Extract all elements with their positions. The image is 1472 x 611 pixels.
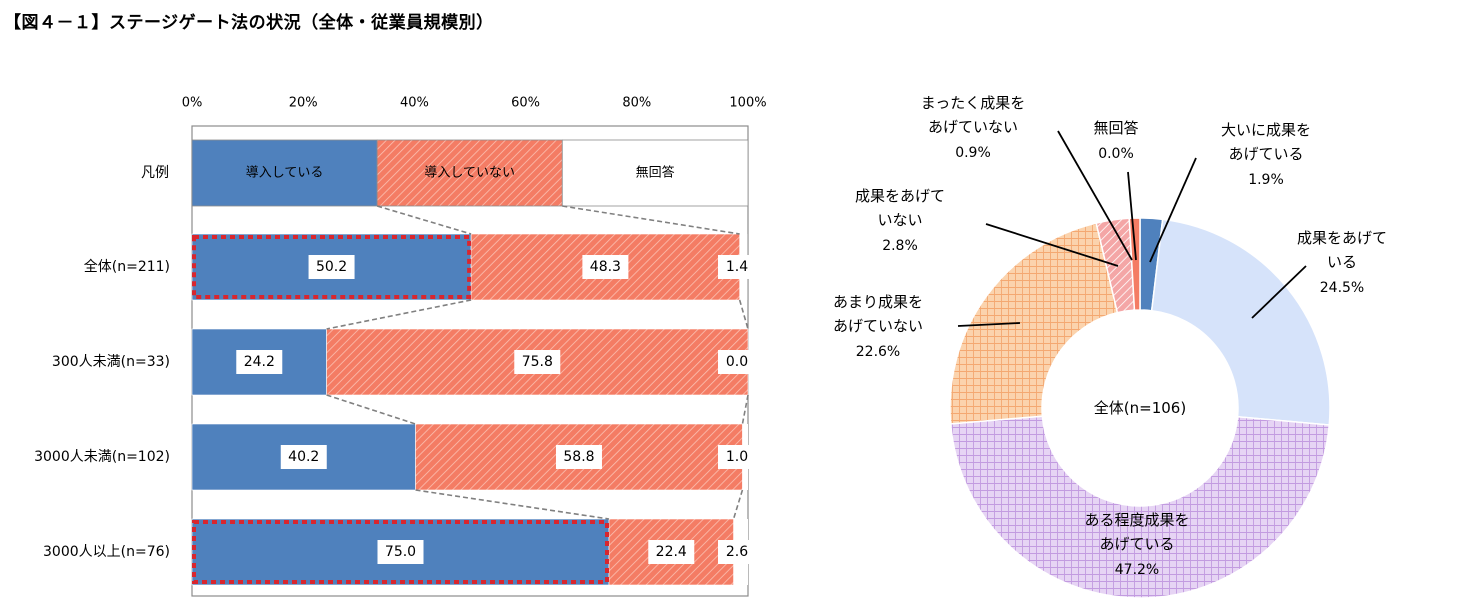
slice-label: 大いに成果を <box>1221 121 1311 139</box>
slice-value-label: 24.5% <box>1320 280 1364 296</box>
figure-title: 【図４－１】ステージゲート法の状況（全体・従業員規模別） <box>4 13 494 33</box>
connector-line <box>326 299 472 330</box>
slice-label: あげている <box>1228 145 1303 163</box>
leader-line <box>1149 157 1197 263</box>
data-label-box <box>648 540 695 564</box>
legend-swatch <box>191 139 378 207</box>
slice-value-label: 0.0% <box>1098 146 1134 162</box>
x-tick-label: 0% <box>182 96 203 111</box>
x-tick-label: 60% <box>511 96 540 111</box>
data-label: 58.8 <box>563 449 594 465</box>
highlight-frame <box>192 235 472 299</box>
data-label-box <box>308 255 355 279</box>
data-label: 75.0 <box>385 544 416 560</box>
slice-label: あげていない <box>928 118 1018 136</box>
slice-value-label: 2.8% <box>882 238 918 254</box>
slice-label: いない <box>877 211 922 229</box>
slice-label: ある程度成果を <box>1084 511 1189 529</box>
leader-line <box>985 223 1119 267</box>
data-label-box <box>514 350 561 374</box>
data-label: 22.4 <box>656 544 687 560</box>
legend-swatch <box>376 139 563 207</box>
donut-slice <box>949 222 1119 425</box>
slice-label: 成果をあげて <box>855 187 945 205</box>
data-label-box <box>718 350 756 374</box>
slice-label: あげていない <box>833 317 923 335</box>
stacked-bar-chart: 0% 20% 40% 60% 80% 100% 凡例 導入している 導入していない 無回答全体(n… <box>34 96 767 597</box>
data-label-box <box>555 445 602 469</box>
slice-value-label: 0.9% <box>955 145 991 161</box>
x-tick-label: 80% <box>622 96 651 111</box>
donut-slice <box>1150 218 1331 426</box>
data-label: 50.2 <box>316 259 347 275</box>
leader-line <box>957 322 1021 327</box>
legend-entry: 導入していない <box>424 166 515 181</box>
x-tick-label: 100% <box>729 96 766 111</box>
slice-label: いる <box>1327 253 1357 271</box>
connector-line <box>326 394 416 425</box>
data-label-box <box>236 350 283 374</box>
data-label-box <box>718 540 756 564</box>
data-label: 24.2 <box>244 354 275 370</box>
highlight-frame <box>192 520 609 584</box>
slice-value-label: 47.2% <box>1115 562 1159 578</box>
data-label: 40.2 <box>288 449 319 465</box>
donut-center-label: 全体(n=106) <box>1094 399 1186 417</box>
legend-swatch <box>561 139 749 207</box>
data-label: 1.4 <box>726 259 748 275</box>
data-label: 1.0 <box>726 449 748 465</box>
legend-entry: 導入している <box>246 166 324 181</box>
donut-chart: 全体(n=106)大いに成果をあげている1.9%成果をあげている24.5%ある程… <box>833 94 1387 599</box>
connector-line <box>376 205 472 235</box>
data-label: 48.3 <box>590 259 621 275</box>
connector-line <box>732 489 744 520</box>
connector-line <box>415 489 610 520</box>
legend-row-label: 凡例 <box>141 165 169 181</box>
category-label: 全体(n=211) <box>84 258 170 275</box>
slice-value-label: 22.6% <box>856 344 900 360</box>
category-label: 3000人未満(n=102) <box>34 449 170 465</box>
data-label-box <box>718 445 756 469</box>
data-label-box <box>280 445 327 469</box>
data-label: 75.8 <box>522 354 553 370</box>
slice-label: あげている <box>1099 535 1174 553</box>
data-label: 0.0 <box>726 354 748 370</box>
leader-line <box>1127 171 1137 261</box>
connector-line <box>738 299 749 330</box>
leader-line <box>1251 265 1307 319</box>
data-label-box <box>718 255 756 279</box>
data-label-box <box>582 255 629 279</box>
category-label: 3000人以上(n=76) <box>43 544 170 560</box>
x-tick-label: 20% <box>289 96 318 111</box>
slice-label: 成果をあげて <box>1297 229 1387 247</box>
slice-value-label: 1.9% <box>1248 172 1284 188</box>
legend-entry: 無回答 <box>636 165 675 181</box>
x-tick-label: 40% <box>400 96 429 111</box>
data-label: 2.6 <box>726 544 748 560</box>
donut-slice <box>949 415 1331 599</box>
connector-line <box>562 205 740 235</box>
slice-label: 無回答 <box>1093 119 1138 137</box>
slice-label: あまり成果を <box>833 293 923 311</box>
category-label: 300人未満(n=33) <box>52 354 170 370</box>
leader-line <box>1057 130 1133 261</box>
slice-label: まったく成果を <box>921 94 1025 112</box>
data-label-box <box>377 540 424 564</box>
connector-line <box>741 394 749 425</box>
